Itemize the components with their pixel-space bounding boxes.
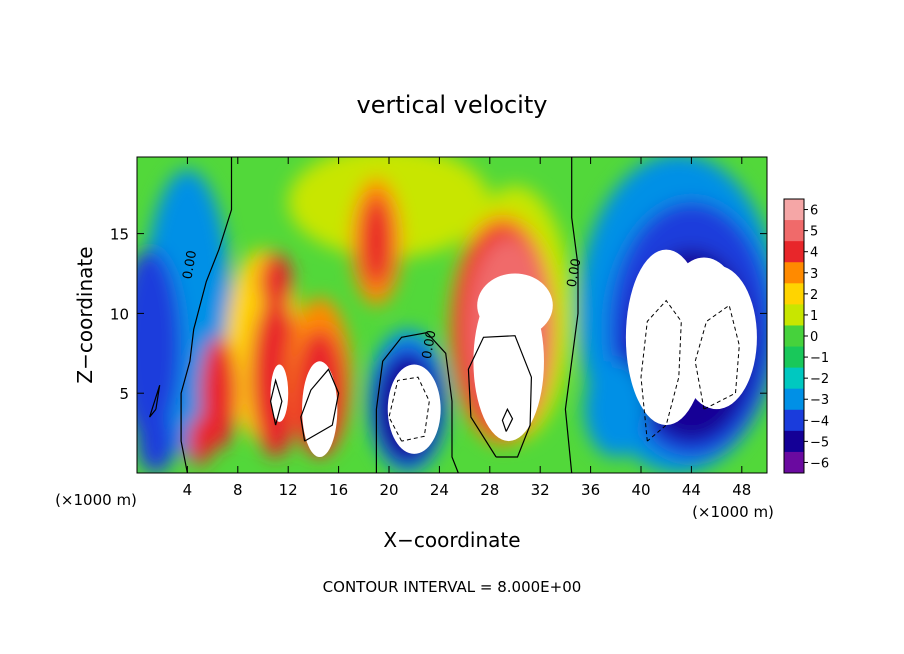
colorbar: 6 5 4 3 2 1 0 −1 −2 −3 −4 −5 −6 xyxy=(783,198,829,474)
downdraft-region xyxy=(584,361,648,458)
x-tick-label: 28 xyxy=(480,481,499,499)
x-axis-ticks: 4 8 12 16 20 24 28 32 36 40 44 48 xyxy=(183,157,751,499)
colorbar-swatch xyxy=(784,409,804,432)
updraft-region xyxy=(361,196,392,287)
downdraft-core xyxy=(387,364,441,454)
colorbar-swatch xyxy=(784,220,804,242)
colorbar-swatch xyxy=(784,262,804,284)
colorbar-swatch xyxy=(784,241,804,263)
colorbar-label: −5 xyxy=(810,435,829,450)
x-axis-label: X−coordinate xyxy=(383,528,520,552)
x-unit-left: (×1000 m) xyxy=(55,491,137,509)
x-tick-label: 24 xyxy=(430,481,449,499)
x-tick-label: 48 xyxy=(732,481,751,499)
colorbar-label: −6 xyxy=(810,456,829,471)
velocity-cores xyxy=(270,249,757,458)
contour-lines xyxy=(149,157,740,473)
updraft-region xyxy=(200,337,238,450)
contour-label: 0.00 xyxy=(180,249,200,280)
colorbar-label: 0 xyxy=(810,330,818,345)
negative-contour xyxy=(640,299,682,442)
positive-contour xyxy=(501,407,514,432)
colorbar-label: −3 xyxy=(810,393,829,408)
zero-contour xyxy=(375,331,459,473)
x-unit-right: (×1000 m) xyxy=(692,503,774,521)
colorbar-swatch xyxy=(784,325,804,348)
colorbar-label: −4 xyxy=(810,414,829,429)
x-tick-label: 36 xyxy=(581,481,600,499)
x-tick-label: 4 xyxy=(183,481,193,499)
updraft-core xyxy=(477,273,553,338)
chart-title: vertical velocity xyxy=(357,91,548,119)
downdraft-region xyxy=(137,249,182,442)
colorbar-label: −1 xyxy=(810,351,829,366)
downdraft-core xyxy=(672,257,736,338)
y-tick-label: 5 xyxy=(119,385,129,403)
contour-label: 0.00 xyxy=(420,329,440,360)
colorbar-swatch xyxy=(784,346,804,369)
positive-contour xyxy=(269,378,283,426)
colorbar-label: 5 xyxy=(810,225,818,240)
colorbar-label: −2 xyxy=(810,372,829,387)
x-tick-label: 44 xyxy=(682,481,701,499)
zero-contour xyxy=(564,157,579,473)
colorbar-swatch xyxy=(784,367,804,390)
positive-contour xyxy=(300,368,340,442)
x-tick-label: 40 xyxy=(631,481,650,499)
colorbar-swatch xyxy=(784,283,804,305)
plot-frame xyxy=(136,156,768,474)
colorbar-swatch xyxy=(784,430,804,453)
zero-contour xyxy=(180,157,233,473)
colorbar-label: 6 xyxy=(810,204,818,219)
colorbar-swatch xyxy=(784,388,804,411)
x-tick-label: 8 xyxy=(233,481,243,499)
colorbar-label: 2 xyxy=(810,288,818,303)
x-tick-label: 16 xyxy=(329,481,348,499)
y-tick-label: 15 xyxy=(110,226,129,244)
y-tick-label: 10 xyxy=(110,305,129,323)
downdraft-region xyxy=(137,409,175,473)
x-tick-label: 20 xyxy=(379,481,398,499)
colorbar-label: 3 xyxy=(810,267,818,282)
updraft-region xyxy=(259,252,292,311)
colorbar-swatch xyxy=(784,304,804,326)
x-tick-label: 32 xyxy=(531,481,550,499)
updraft-region xyxy=(187,417,213,466)
contour-interval-note: CONTOUR INTERVAL = 8.000E+00 xyxy=(323,578,582,596)
colorbar-swatch xyxy=(784,451,804,474)
y-axis-ticks: 5 10 15 xyxy=(110,226,767,403)
x-tick-label: 12 xyxy=(279,481,298,499)
colorbar-label: 4 xyxy=(810,246,818,261)
positive-contour xyxy=(467,335,533,458)
colorbar-label: 1 xyxy=(810,309,818,324)
plot-area xyxy=(137,157,767,473)
zero-contour xyxy=(149,385,161,418)
y-axis-label: Z−coordinate xyxy=(73,246,97,383)
contour-labels: 0.00 0.00 0.00 xyxy=(180,249,584,360)
colorbar-swatch xyxy=(784,199,804,221)
negative-contour xyxy=(388,376,430,442)
updraft-core xyxy=(302,361,338,458)
contour-label: 0.00 xyxy=(565,257,585,288)
